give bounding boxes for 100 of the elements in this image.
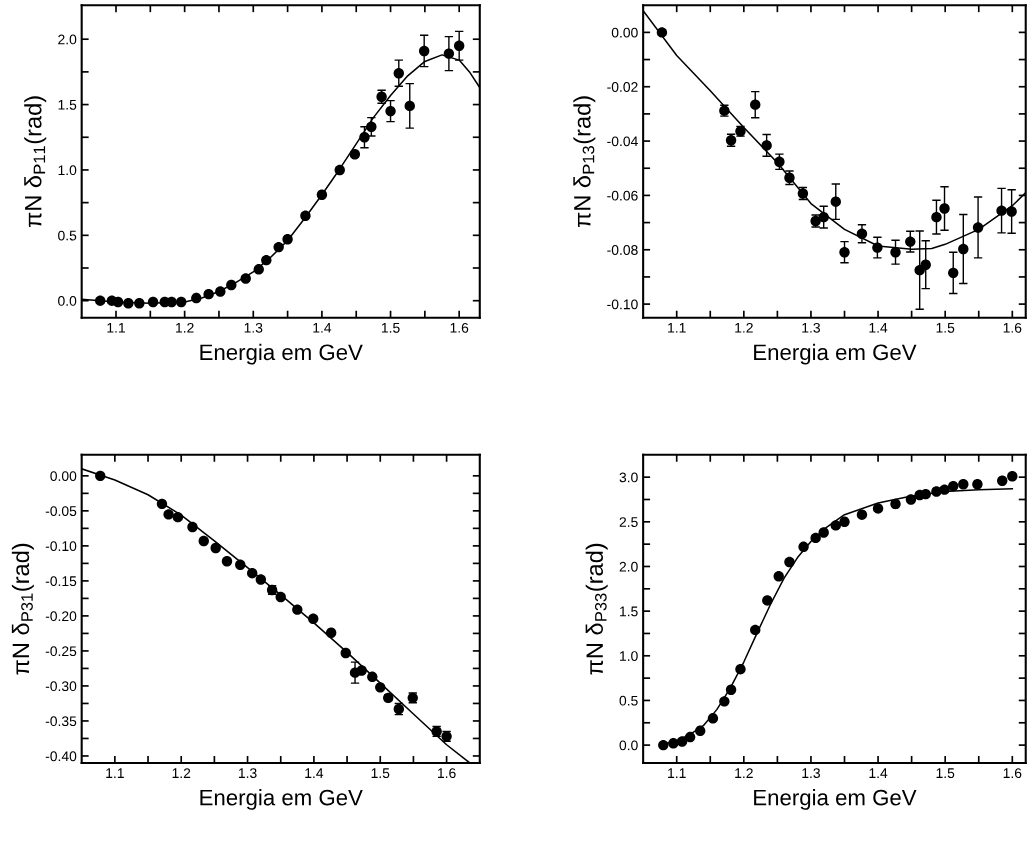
point	[931, 211, 942, 223]
x-axis-title: Energia em GeV	[754, 789, 917, 810]
point	[172, 511, 184, 523]
y-tick-label: -0.08	[607, 245, 638, 255]
y-tick-label: -0.25	[45, 646, 77, 657]
point	[996, 205, 1007, 216]
point	[418, 45, 430, 57]
point	[1006, 206, 1017, 217]
point	[668, 738, 679, 749]
x-tick-label: 1.6	[438, 768, 456, 779]
point	[839, 246, 850, 258]
point	[443, 48, 455, 59]
point	[453, 40, 465, 51]
point	[890, 246, 901, 258]
y-tick-label: -0.05	[45, 506, 77, 517]
point	[187, 521, 198, 533]
point	[191, 292, 202, 304]
y-tick-label: 0.5	[619, 695, 638, 706]
point	[253, 264, 264, 275]
x-tick-label: 1.4	[869, 323, 888, 333]
y-tick-label: 0.00	[50, 471, 77, 482]
x-tick-label: 1.3	[802, 322, 820, 333]
point	[308, 613, 319, 624]
point	[316, 189, 328, 200]
point	[123, 298, 134, 309]
point	[750, 624, 761, 636]
point	[958, 243, 969, 255]
point	[356, 665, 367, 676]
x-tick-label: 1.2	[735, 768, 753, 778]
point	[972, 479, 983, 490]
x-tick-label: 1.1	[668, 768, 686, 778]
point	[750, 99, 761, 110]
point	[719, 696, 730, 707]
point	[830, 196, 841, 207]
point	[694, 725, 706, 737]
point	[818, 527, 829, 538]
point	[226, 279, 237, 291]
point	[939, 203, 950, 214]
point	[393, 67, 404, 79]
point	[676, 736, 688, 747]
x-tick-label: 1.4	[305, 768, 324, 778]
x-tick-label: 1.6	[1003, 322, 1022, 333]
y-tick-label: 1.0	[58, 165, 77, 176]
point	[725, 684, 737, 695]
point	[872, 503, 884, 514]
point	[325, 627, 337, 638]
point	[366, 121, 377, 133]
point	[872, 242, 883, 253]
point	[210, 542, 221, 554]
point	[761, 140, 772, 151]
x-tick-label: 1.6	[1003, 768, 1022, 779]
point	[972, 222, 984, 233]
point	[997, 475, 1008, 486]
point	[905, 236, 916, 247]
point	[1007, 471, 1018, 482]
point	[762, 595, 773, 606]
point	[147, 296, 159, 308]
x-tick-label: 1.5	[381, 323, 400, 333]
x-tick-label: 1.1	[107, 323, 125, 333]
y-tick-label: 0.00	[611, 27, 638, 38]
point	[684, 731, 696, 743]
y-tick-label: -0.40	[45, 751, 77, 762]
x-tick-label: 1.1	[668, 323, 686, 333]
x-axis-title: Energia em GeV	[200, 343, 363, 365]
y-axis-title: πN δ$_{P33}$(rad)	[585, 543, 608, 675]
point	[810, 532, 821, 544]
y-tick-label: 1.5	[58, 100, 77, 110]
point	[334, 164, 345, 176]
y-tick-label: 1.5	[620, 606, 638, 617]
point	[255, 574, 267, 585]
x-axis-title: Energia em GeV	[200, 789, 363, 810]
point	[235, 559, 246, 570]
point	[404, 100, 415, 112]
point	[282, 234, 293, 245]
y-axis-title: πN δ$_{P13}$(rad)	[573, 96, 596, 228]
point	[839, 516, 850, 528]
point	[198, 535, 209, 547]
y-tick-label: -0.10	[45, 541, 77, 552]
point	[134, 298, 145, 309]
y-tick-label: 3.0	[619, 472, 638, 483]
y-tick-label: 2.5	[619, 517, 638, 527]
point	[856, 228, 868, 239]
x-tick-label: 1.2	[172, 768, 191, 778]
point	[176, 296, 187, 308]
x-tick-label: 1.3	[238, 768, 257, 779]
y-tick-label: 2.0	[58, 34, 77, 45]
y-tick-label: -0.06	[607, 190, 638, 201]
x-tick-label: 1.3	[244, 322, 263, 333]
point	[292, 604, 303, 615]
point	[735, 663, 746, 675]
point	[240, 273, 251, 284]
point	[890, 498, 901, 510]
point	[939, 484, 950, 495]
point	[300, 210, 311, 221]
y-tick-label: -0.20	[45, 611, 77, 622]
point	[215, 286, 226, 297]
point	[948, 267, 959, 279]
point	[773, 571, 784, 582]
x-tick-label: 1.3	[802, 768, 820, 779]
point	[273, 241, 284, 253]
